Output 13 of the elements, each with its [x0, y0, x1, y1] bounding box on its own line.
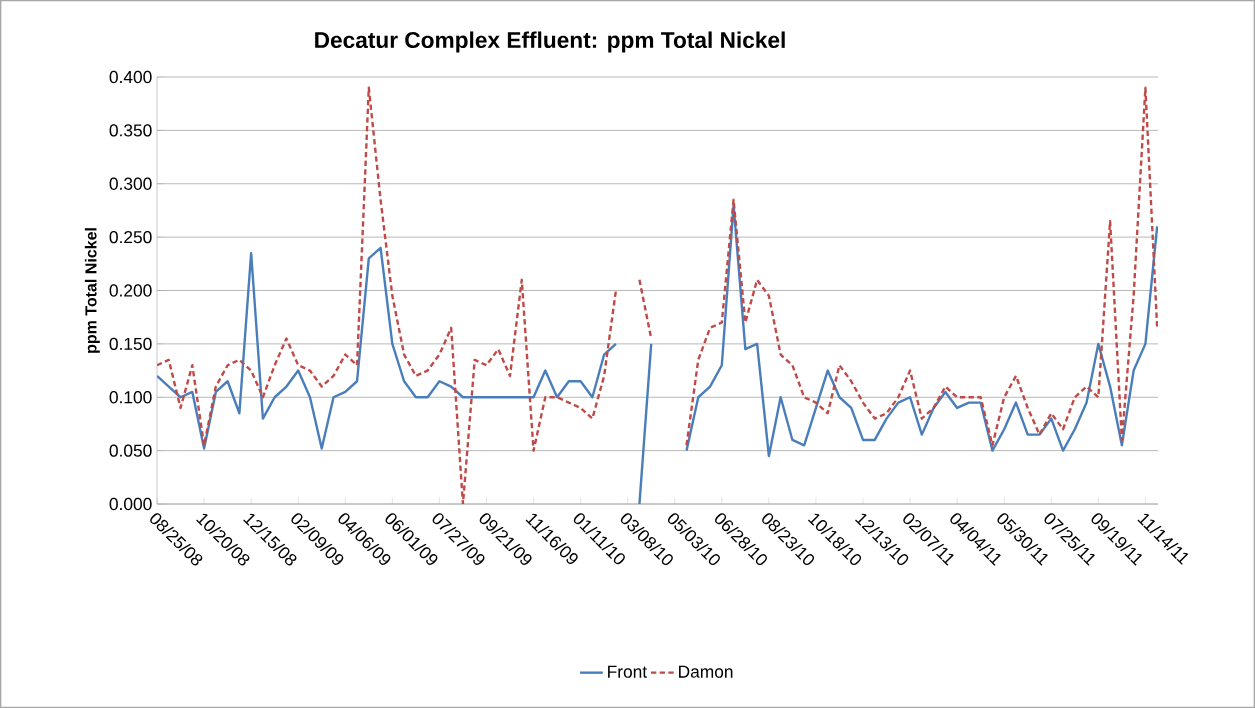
y-tick-label: 0.250 [109, 230, 152, 244]
y-tick-label: 0.350 [109, 124, 152, 137]
y-tick-label: 0.150 [109, 337, 152, 351]
y-axis-title: ppm Total Nickel [84, 228, 100, 353]
legend-label: Front [608, 665, 647, 678]
y-tick-label: 0.300 [109, 177, 152, 190]
chart-title: Decatur Complex Effluent: ppm Total Nickel [315, 31, 785, 53]
y-tick-label: 0.200 [109, 284, 152, 297]
y-tick-label: 0.400 [109, 70, 152, 84]
y-tick-label: 0.100 [109, 391, 152, 404]
y-tick-label: 0.000 [109, 497, 152, 511]
legend-label: Damon [679, 665, 733, 678]
y-tick-label: 0.050 [109, 444, 152, 457]
